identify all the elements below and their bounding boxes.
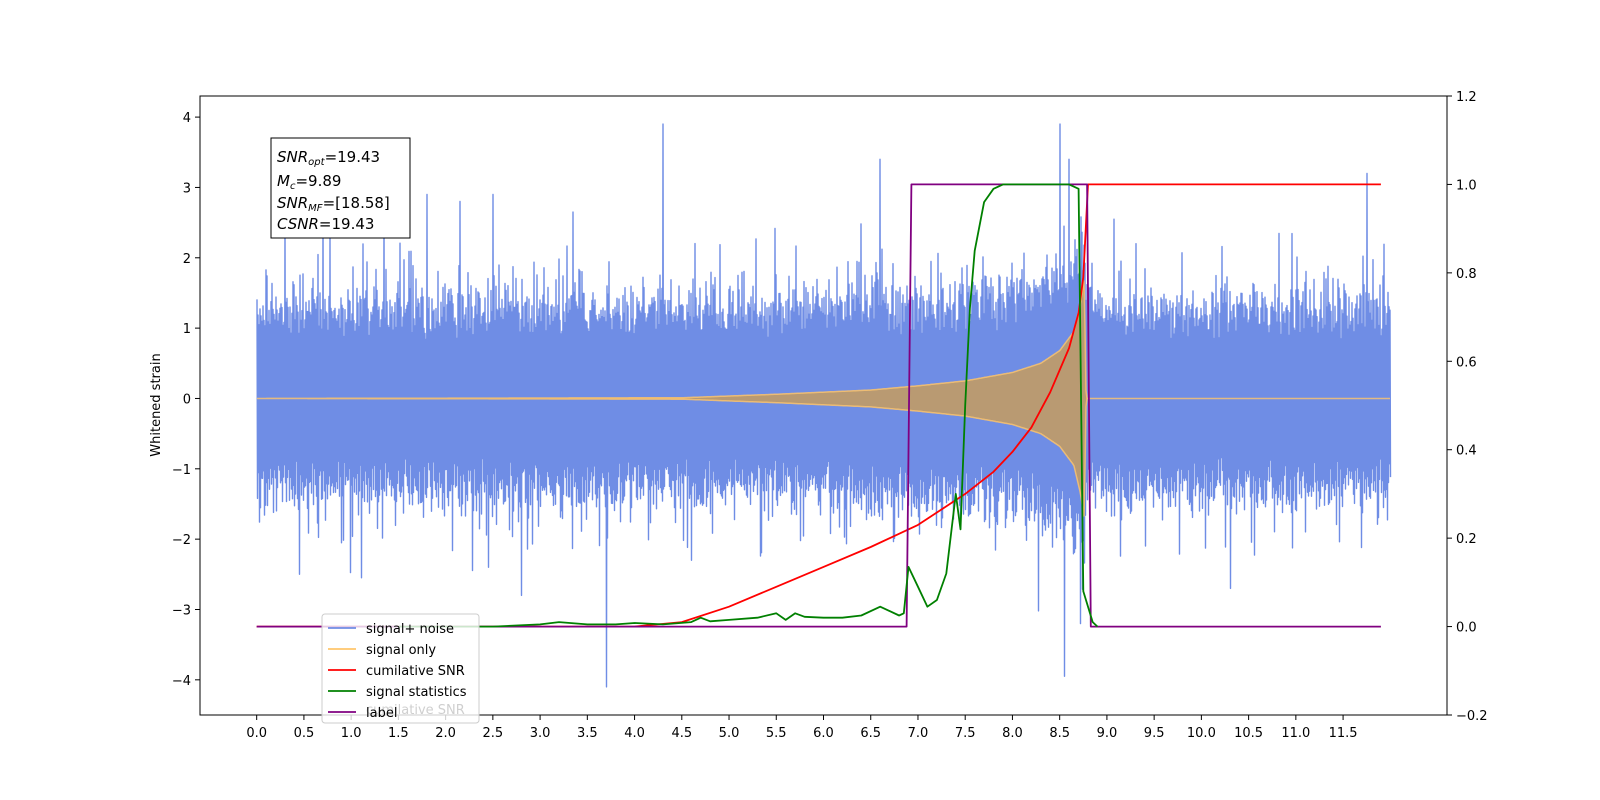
legend-frame bbox=[321, 613, 480, 724]
y-axis-left: 4 3 2 1 0 −1 −2 −3 −4 bbox=[172, 111, 200, 689]
x-tick-label: 1.0 bbox=[341, 726, 362, 741]
annotation-csnr: CSNR=19.43 bbox=[277, 215, 374, 233]
annotation-box: SNRopt=19.43 Mc=9.89 SNRMF=[18.58] CSNR=… bbox=[270, 137, 411, 239]
x-tick-label: 10.5 bbox=[1234, 726, 1263, 741]
x-tick-label: 0.0 bbox=[246, 726, 267, 741]
y-tick-label: −4 bbox=[172, 674, 191, 689]
x-tick-label: 1.5 bbox=[388, 726, 409, 741]
x-tick-label: 4.5 bbox=[671, 726, 692, 741]
y2-tick-label: 1.0 bbox=[1456, 178, 1477, 193]
annotation-snr-mf: SNRMF=[18.58] bbox=[277, 194, 390, 214]
annotation-mc: Mc=9.89 bbox=[277, 172, 341, 192]
y2-tick-label: 0.2 bbox=[1456, 532, 1477, 547]
legend-label: signal+ noise bbox=[366, 622, 454, 637]
legend-label: label bbox=[366, 706, 397, 721]
series-label bbox=[256, 183, 1381, 628]
y2-tick-label: 0.6 bbox=[1456, 355, 1477, 370]
y-axis-label: Whitened strain bbox=[149, 353, 164, 456]
x-tick-label: 11.0 bbox=[1281, 726, 1310, 741]
legend-label: signal only bbox=[366, 643, 436, 658]
x-axis: 0.0 0.5 1.0 1.5 2.0 2.5 3.0 3.5 4.0 4.5 5.0 5.5 6.0 6… bbox=[246, 715, 1358, 741]
y-tick-label: 3 bbox=[183, 181, 191, 196]
legend-label: signal statistics bbox=[366, 685, 467, 700]
legend-label: cumilative SNR bbox=[366, 664, 465, 679]
y-tick-label: 2 bbox=[183, 252, 191, 267]
x-tick-label: 3.5 bbox=[577, 726, 598, 741]
series-line-label bbox=[256, 183, 1381, 628]
x-tick-label: 5.5 bbox=[766, 726, 787, 741]
y-tick-label: −3 bbox=[172, 603, 191, 618]
x-tick-label: 7.5 bbox=[955, 726, 976, 741]
y2-tick-label: 1.2 bbox=[1456, 90, 1477, 105]
x-tick-label: 6.5 bbox=[860, 726, 881, 741]
series-line-signal-only bbox=[257, 280, 1390, 517]
x-tick-label: 10.0 bbox=[1187, 726, 1216, 741]
x-tick-label: 9.0 bbox=[1097, 726, 1118, 741]
x-tick-label: 9.5 bbox=[1144, 726, 1165, 741]
annotation-snr-opt: SNRopt=19.43 bbox=[277, 148, 380, 168]
x-tick-label: 0.5 bbox=[294, 726, 315, 741]
y2-tick-label: 0.8 bbox=[1456, 267, 1477, 282]
y-tick-label: 1 bbox=[183, 322, 191, 337]
series-line-signal-statistics bbox=[398, 183, 1099, 628]
plot-area bbox=[256, 123, 1392, 688]
y-tick-label: −1 bbox=[172, 463, 191, 478]
legend: cumilative SNR signal+ noise signal only c… bbox=[321, 613, 480, 724]
y2-tick-label: 0.0 bbox=[1456, 621, 1477, 636]
x-tick-label: 8.0 bbox=[1002, 726, 1023, 741]
y-tick-label: 0 bbox=[183, 392, 191, 407]
x-tick-label: 2.0 bbox=[435, 726, 456, 741]
x-tick-label: 3.0 bbox=[530, 726, 551, 741]
x-tick-label: 11.5 bbox=[1329, 726, 1358, 741]
x-tick-label: 2.5 bbox=[483, 726, 504, 741]
annotation-frame bbox=[270, 137, 411, 239]
series-signal-only bbox=[257, 280, 1390, 517]
x-tick-label: 7.0 bbox=[908, 726, 929, 741]
x-tick-label: 5.0 bbox=[719, 726, 740, 741]
y2-tick-label: −0.2 bbox=[1456, 709, 1488, 724]
x-tick-label: 6.0 bbox=[813, 726, 834, 741]
series-signal-statistics bbox=[398, 183, 1099, 628]
y-tick-label: −2 bbox=[172, 533, 191, 548]
y2-tick-label: 0.4 bbox=[1456, 444, 1477, 459]
x-tick-label: 4.0 bbox=[624, 726, 645, 741]
x-tick-label: 8.5 bbox=[1049, 726, 1070, 741]
legend-ghost-text: cumilative SNR bbox=[366, 703, 465, 718]
y-axis-right: 1.2 1.0 0.8 0.6 0.4 0.2 0.0 −0.2 bbox=[1447, 90, 1488, 724]
y-tick-label: 4 bbox=[183, 111, 191, 126]
